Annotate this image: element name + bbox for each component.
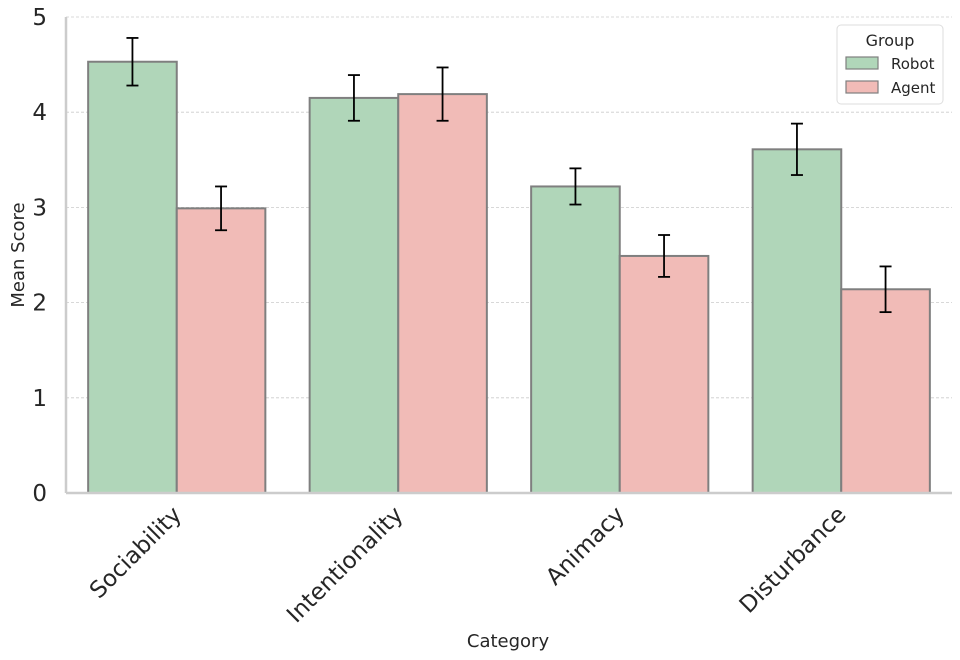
y-tick-label: 2 — [32, 291, 47, 317]
legend: Group Robot Agent — [836, 24, 944, 105]
bar-agent-disturbance — [840, 288, 931, 494]
x-tick-label-animacy: Animacy — [541, 502, 630, 591]
bars — [87, 60, 931, 495]
y-tick-label: 0 — [32, 481, 47, 507]
x-axis-title: Category — [467, 631, 550, 652]
bar-robot-sociability — [87, 60, 178, 495]
bar-robot-animacy — [530, 185, 621, 494]
bar-robot-intentionality — [308, 96, 400, 494]
y-tick-label: 1 — [32, 386, 47, 412]
y-axis-title: Mean Score — [8, 202, 29, 307]
x-tick-label-disturbance: Disturbance — [735, 502, 852, 619]
legend-label-agent: Agent — [891, 79, 936, 97]
x-tick-label-intentionality: Intentionality — [282, 502, 408, 628]
legend-swatch-robot — [845, 56, 879, 70]
y-tick-label: 3 — [32, 195, 47, 221]
x-tick-labels: Sociability Intentionality Animacy Disturba… — [85, 502, 851, 628]
legend-swatch-agent — [845, 80, 879, 94]
y-tick-label: 5 — [32, 5, 47, 31]
legend-title: Group — [866, 31, 915, 50]
bar-robot-disturbance — [751, 148, 843, 494]
error-bars — [126, 37, 892, 314]
y-tick-labels: 0 1 2 3 4 5 — [32, 5, 47, 507]
x-tick-label-sociability: Sociability — [85, 502, 187, 604]
bar-agent-animacy — [618, 254, 710, 494]
bar-agent-sociability — [175, 207, 267, 495]
legend-label-robot: Robot — [891, 55, 935, 73]
bar-agent-intentionality — [397, 93, 488, 494]
y-tick-label: 4 — [32, 100, 47, 126]
axes — [64, 17, 952, 495]
